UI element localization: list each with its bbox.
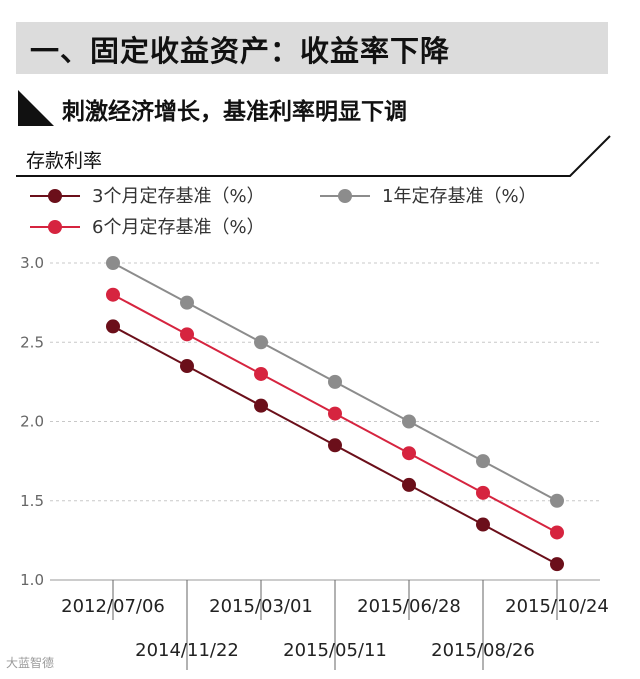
- data-point: [180, 327, 194, 342]
- data-point: [550, 525, 564, 540]
- x-tick-label: 2012/07/06: [61, 596, 165, 617]
- x-tick-label: 2015/03/01: [209, 596, 313, 617]
- watermark-text: 大蓝智德: [6, 656, 55, 670]
- data-point: [106, 287, 120, 302]
- header-bar: [16, 22, 608, 74]
- legend-label: 1年定存基准（%）: [382, 186, 537, 207]
- data-point: [180, 359, 194, 374]
- data-point: [550, 557, 564, 572]
- x-tick-label: 2015/06/28: [357, 596, 461, 617]
- data-point: [328, 406, 342, 421]
- data-point: [106, 319, 120, 334]
- data-point: [402, 446, 416, 461]
- x-tick-label: 2015/05/11: [283, 640, 387, 661]
- data-point: [328, 438, 342, 453]
- section-marker-icon: [18, 90, 54, 126]
- title-underline: [16, 135, 611, 177]
- y-tick-label: 2.5: [20, 333, 44, 351]
- y-tick-label: 3.0: [20, 254, 44, 272]
- legend-marker: [48, 220, 62, 234]
- legend-label: 3个月定存基准（%）: [92, 186, 265, 207]
- data-point: [476, 454, 490, 469]
- data-point: [328, 374, 342, 389]
- x-tick-label: 2014/11/22: [135, 640, 239, 661]
- data-point: [550, 493, 564, 508]
- data-point: [476, 517, 490, 532]
- data-point: [254, 366, 268, 381]
- data-point: [106, 256, 120, 270]
- x-tick-label: 2015/10/24: [505, 596, 609, 617]
- legend-marker: [338, 189, 352, 203]
- legend-label: 6个月定存基准（%）: [92, 217, 265, 238]
- x-tick-label: 2015/08/26: [431, 640, 535, 661]
- data-point: [254, 398, 268, 413]
- data-point: [476, 485, 490, 500]
- data-point: [402, 477, 416, 492]
- section-title: 刺激经济增长，基准利率明显下调: [62, 99, 407, 125]
- y-tick-label: 1.0: [20, 571, 44, 589]
- page-title: 一、固定收益资产：收益率下降: [30, 34, 451, 68]
- y-tick-label: 1.5: [20, 492, 44, 510]
- legend-marker: [48, 189, 62, 203]
- chart-ylabel: 存款利率: [26, 150, 103, 172]
- data-point: [180, 295, 194, 310]
- data-point: [402, 414, 416, 429]
- data-point: [254, 335, 268, 350]
- y-tick-label: 2.0: [20, 413, 44, 431]
